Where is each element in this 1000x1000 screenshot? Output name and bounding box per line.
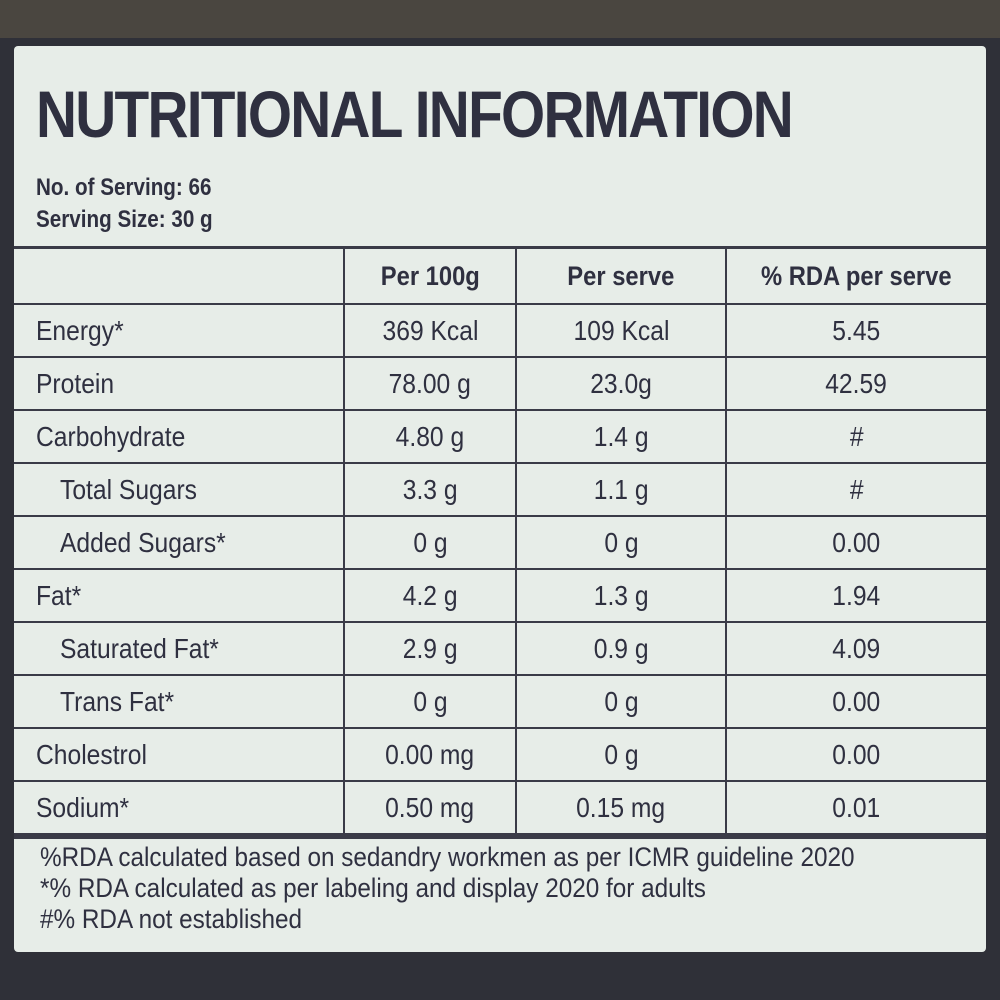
nutrient-name: Saturated Fat* [14,621,344,675]
rda-value: # [725,409,986,463]
per-100g-value: 3.3 g [343,462,516,516]
nutrient-name: Total Sugars [14,462,344,516]
table-row: Total Sugars 3.3 g 1.1 g # [14,462,986,516]
rda-value: 4.09 [725,621,986,675]
table-row: Sodium* 0.50 mg 0.15 mg 0.01 [14,780,986,839]
table-row: Trans Fat* 0 g 0 g 0.00 [14,674,986,728]
per-100g-value: 0.50 mg [343,780,516,839]
per-serve-value: 0.9 g [515,621,726,675]
table-row: Carbohydrate 4.80 g 1.4 g # [14,409,986,463]
per-serve-value: 1.3 g [515,568,726,622]
header-per-serve: Per serve [515,246,726,304]
table-row: Fat* 4.2 g 1.3 g 1.94 [14,568,986,622]
table-row: Added Sugars* 0 g 0 g 0.00 [14,515,986,569]
number-of-servings: No. of Serving: 66 [36,174,212,201]
rda-value: 42.59 [725,356,986,410]
rda-value: 0.00 [725,515,986,569]
per-100g-value: 0 g [343,515,516,569]
header-nutrient [14,246,344,304]
per-serve-value: 1.4 g [515,409,726,463]
table-header-row: Per 100g Per serve % RDA per serve [14,246,986,304]
nutrient-name: Trans Fat* [14,674,344,728]
per-100g-value: 0 g [343,674,516,728]
label-title: NUTRITIONAL INFORMATION [36,77,794,151]
per-serve-value: 1.1 g [515,462,726,516]
per-100g-value: 4.2 g [343,568,516,622]
per-serve-value: 0 g [515,515,726,569]
nutrient-name: Cholestrol [14,727,344,781]
rda-value: 5.45 [725,303,986,357]
rda-value: 0.00 [725,727,986,781]
per-serve-value: 0 g [515,674,726,728]
table-row: Protein 78.00 g 23.0g 42.59 [14,356,986,410]
rda-value: 1.94 [725,568,986,622]
rda-value: 0.00 [725,674,986,728]
table-row: Saturated Fat* 2.9 g 0.9 g 4.09 [14,621,986,675]
nutrient-name: Energy* [14,303,344,357]
per-100g-value: 4.80 g [343,409,516,463]
header-rda-per-serve: % RDA per serve [725,246,986,304]
per-serve-value: 109 Kcal [515,303,726,357]
nutrient-name: Added Sugars* [14,515,344,569]
header-per-100g: Per 100g [343,246,516,304]
rda-value: 0.01 [725,780,986,839]
per-serve-value: 0 g [515,727,726,781]
footnote-rda-labeling: *% RDA calculated as per labeling and di… [40,873,706,903]
nutrient-name: Fat* [14,568,344,622]
per-100g-value: 2.9 g [343,621,516,675]
per-100g-value: 0.00 mg [343,727,516,781]
rda-value: # [725,462,986,516]
nutrition-table: Per 100g Per serve % RDA per serve Energ… [14,246,986,839]
per-serve-value: 23.0g [515,356,726,410]
per-100g-value: 369 Kcal [343,303,516,357]
per-serve-value: 0.15 mg [515,780,726,839]
per-100g-value: 78.00 g [343,356,516,410]
nutrient-name: Sodium* [14,780,344,839]
table-row: Cholestrol 0.00 mg 0 g 0.00 [14,727,986,781]
nutrient-name: Carbohydrate [14,409,344,463]
nutrition-label: NUTRITIONAL INFORMATION No. of Serving: … [14,46,986,952]
nutrient-name: Protein [14,356,344,410]
footnote-rda-basis: %RDA calculated based on sedandry workme… [40,842,855,872]
footnotes: %RDA calculated based on sedandry workme… [40,842,855,935]
table-row: Energy* 369 Kcal 109 Kcal 5.45 [14,303,986,357]
serving-size: Serving Size: 30 g [36,206,213,233]
footnote-rda-not-established: #% RDA not established [40,904,303,934]
